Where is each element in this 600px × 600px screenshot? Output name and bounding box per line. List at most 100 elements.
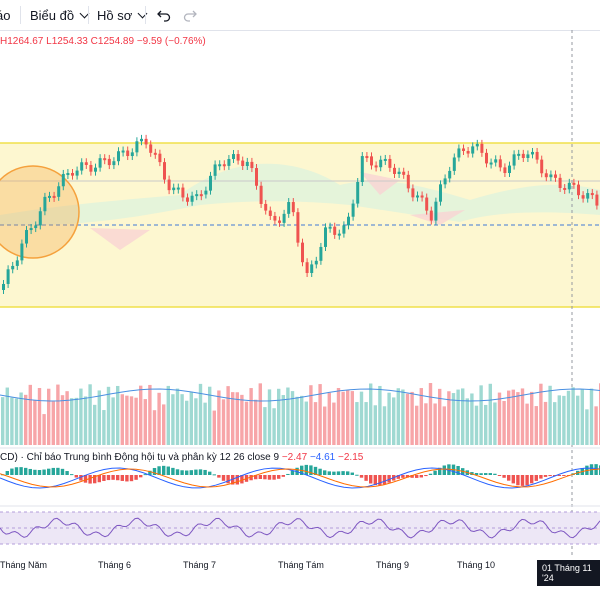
candle-body	[222, 164, 226, 167]
volume-bar	[410, 391, 414, 445]
volume-bar	[428, 383, 433, 445]
volume-bar	[14, 398, 19, 445]
volume-bar	[419, 388, 423, 445]
candle-body	[199, 194, 203, 197]
toolbar-divider	[145, 6, 146, 24]
volume-bar	[438, 388, 442, 445]
macd-histogram-bar	[51, 467, 55, 475]
candle-body	[80, 162, 84, 171]
candle-body	[227, 159, 231, 166]
macd-value-2: −4.61	[309, 452, 336, 463]
macd-histogram-bar	[129, 475, 134, 482]
redo-button[interactable]	[183, 6, 197, 24]
candle-body	[526, 154, 530, 158]
candle-body	[544, 173, 548, 178]
macd-histogram-bar	[313, 466, 318, 475]
candle-body	[503, 167, 507, 174]
undo-button[interactable]	[157, 6, 171, 24]
candle-body	[11, 265, 15, 270]
volume-bar	[281, 395, 285, 445]
macd-histogram-bar	[143, 474, 147, 476]
volume-bar	[507, 390, 511, 445]
macd-histogram-bar	[152, 467, 157, 475]
volume-bar	[359, 391, 364, 445]
candle-body	[383, 158, 387, 161]
volume-bar	[189, 391, 193, 445]
toolbar-divider	[20, 6, 21, 24]
ichimoku-cloud-down	[410, 210, 465, 225]
volume-bar	[336, 387, 341, 445]
candle-body	[61, 173, 65, 187]
time-axis-label: Tháng Tám	[278, 560, 324, 570]
macd-histogram-bar	[258, 475, 262, 479]
macd-histogram-bar	[60, 468, 65, 475]
candle-body	[356, 181, 360, 204]
legend-close: C1254.89	[90, 36, 135, 47]
macd-histogram-bar	[221, 475, 226, 481]
volume-bar	[442, 406, 446, 445]
volume-bar	[171, 394, 175, 445]
macd-histogram-bar	[157, 466, 161, 475]
candle-body	[29, 228, 33, 231]
candle-body	[107, 158, 111, 166]
candle-body	[305, 262, 309, 274]
indicators-menu-button[interactable]: Biểu đồ	[30, 6, 90, 24]
toolbar-divider	[88, 6, 89, 24]
volume-bar	[332, 402, 336, 445]
candle-body	[255, 168, 258, 186]
macd-histogram-bar	[405, 475, 410, 478]
candle-body	[209, 175, 212, 191]
price-chart[interactable]	[0, 30, 600, 556]
volume-bar	[576, 395, 580, 445]
macd-histogram-bar	[373, 475, 377, 486]
macd-histogram-bar	[249, 475, 253, 481]
macd-histogram-bar	[562, 475, 566, 476]
macd-histogram-bar	[543, 475, 548, 477]
volume-bar	[120, 394, 124, 445]
candle-body	[103, 158, 107, 161]
candle-body	[393, 167, 396, 174]
candle-body	[75, 170, 79, 176]
candle-body	[480, 143, 484, 153]
macd-histogram-bar	[493, 473, 497, 475]
toolbar-partial-item[interactable]: áo	[0, 6, 10, 24]
candle-body	[34, 225, 38, 229]
macd-histogram-bar	[106, 475, 111, 481]
candle-body	[328, 226, 332, 229]
candle-body	[176, 187, 180, 190]
candle-body	[572, 182, 576, 185]
macd-histogram-bar	[438, 467, 442, 475]
macd-histogram-bar	[327, 471, 331, 475]
macd-histogram-bar	[111, 475, 115, 480]
profile-menu-button[interactable]: Hồ sơ	[97, 6, 148, 24]
candle-body	[121, 150, 125, 153]
macd-histogram-bar	[318, 468, 322, 475]
macd-histogram-bar	[24, 467, 28, 475]
volume-bar	[539, 383, 543, 445]
candle-body	[595, 194, 599, 206]
volume-bar	[83, 396, 88, 445]
candle-body	[434, 201, 438, 221]
volume-bar	[240, 394, 244, 445]
candle-body	[57, 186, 61, 197]
candle-body	[374, 165, 378, 168]
time-axis[interactable]: Tháng Năm Tháng 6 Tháng 7 Tháng Tám Thán…	[0, 556, 600, 586]
volume-bar	[465, 398, 469, 445]
volume-bar	[594, 406, 598, 445]
candle-body	[112, 161, 116, 166]
indicators-menu-label: Biểu đồ	[30, 7, 75, 23]
macd-histogram-bar	[553, 475, 557, 476]
volume-bar	[70, 398, 74, 445]
volume-bar	[5, 387, 9, 445]
volume-bar	[258, 383, 262, 445]
volume-bar	[373, 405, 377, 445]
volume-bar	[323, 406, 327, 445]
candle-body	[333, 226, 337, 235]
macd-histogram-bar	[424, 475, 428, 477]
macd-histogram-bar	[433, 470, 437, 475]
macd-histogram-bar	[65, 471, 69, 475]
volume-bar	[148, 384, 152, 445]
candle-body	[213, 164, 217, 176]
candle-body	[163, 162, 166, 180]
candle-body	[190, 195, 194, 202]
